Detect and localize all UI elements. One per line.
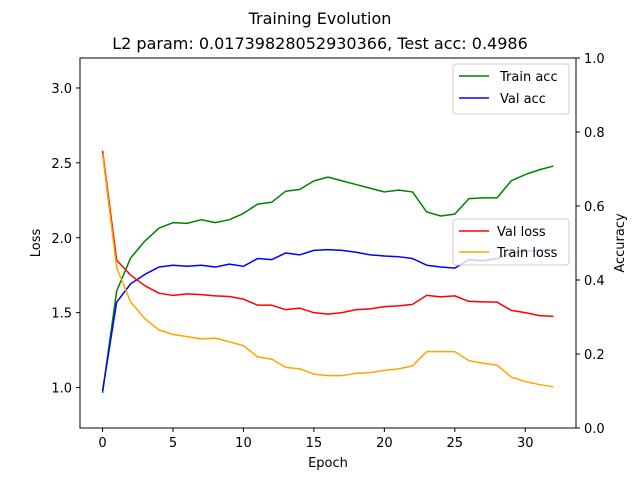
x-tick-label: 10	[235, 436, 252, 451]
y-left-tick-label: 1.0	[51, 382, 72, 397]
chart-subtitle: L2 param: 0.01739828052930366, Test acc:…	[112, 34, 528, 53]
y-left-tick-label: 3.0	[51, 82, 72, 97]
x-tick-label: 0	[98, 436, 106, 451]
y-right-tick-label: 0.4	[584, 274, 605, 289]
y-left-tick-label: 2.0	[51, 232, 72, 247]
x-tick-label: 5	[169, 436, 177, 451]
x-tick-label: 15	[306, 436, 323, 451]
y-right-tick-label: 1.0	[584, 52, 605, 67]
axis-ticks: 0 5 10 15 20 25 30 1.0 1.5 2.0 2.5 3.0 0.0 0.2 0.4 0.6 0…	[51, 52, 604, 451]
y-axis-label-right: Accuracy	[613, 213, 628, 273]
y-right-tick-label: 0.0	[584, 422, 605, 437]
x-tick-label: 20	[376, 436, 393, 451]
series-line-train-loss	[101, 153, 554, 388]
y-left-tick-label: 2.5	[51, 157, 72, 172]
series-line-val-acc	[101, 248, 554, 392]
legend-train-acc-label: Train acc	[499, 70, 558, 85]
legend-accuracy: Train acc Val acc	[452, 63, 570, 115]
chart-title: Training Evolution	[248, 9, 392, 28]
legend-val-acc-label: Val acc	[500, 92, 546, 107]
y-left-tick-label: 1.5	[51, 307, 72, 322]
y-right-tick-label: 0.8	[584, 126, 605, 141]
series-layer	[101, 150, 554, 393]
series-line-train-acc	[101, 165, 554, 393]
x-tick-label: 30	[517, 436, 534, 451]
y-axis-label-left: Loss	[29, 229, 44, 258]
y-right-tick-label: 0.2	[584, 348, 605, 363]
x-axis-label: Epoch	[308, 456, 348, 471]
legend-train-loss-label: Train loss	[496, 246, 558, 261]
legend-loss: Val loss Train loss	[452, 218, 570, 266]
series-line-val-loss	[101, 150, 554, 318]
y-right-tick-label: 0.6	[584, 200, 605, 215]
legend-val-loss-label: Val loss	[497, 225, 546, 240]
plot-frame	[79, 57, 577, 429]
x-tick-label: 25	[447, 436, 464, 451]
